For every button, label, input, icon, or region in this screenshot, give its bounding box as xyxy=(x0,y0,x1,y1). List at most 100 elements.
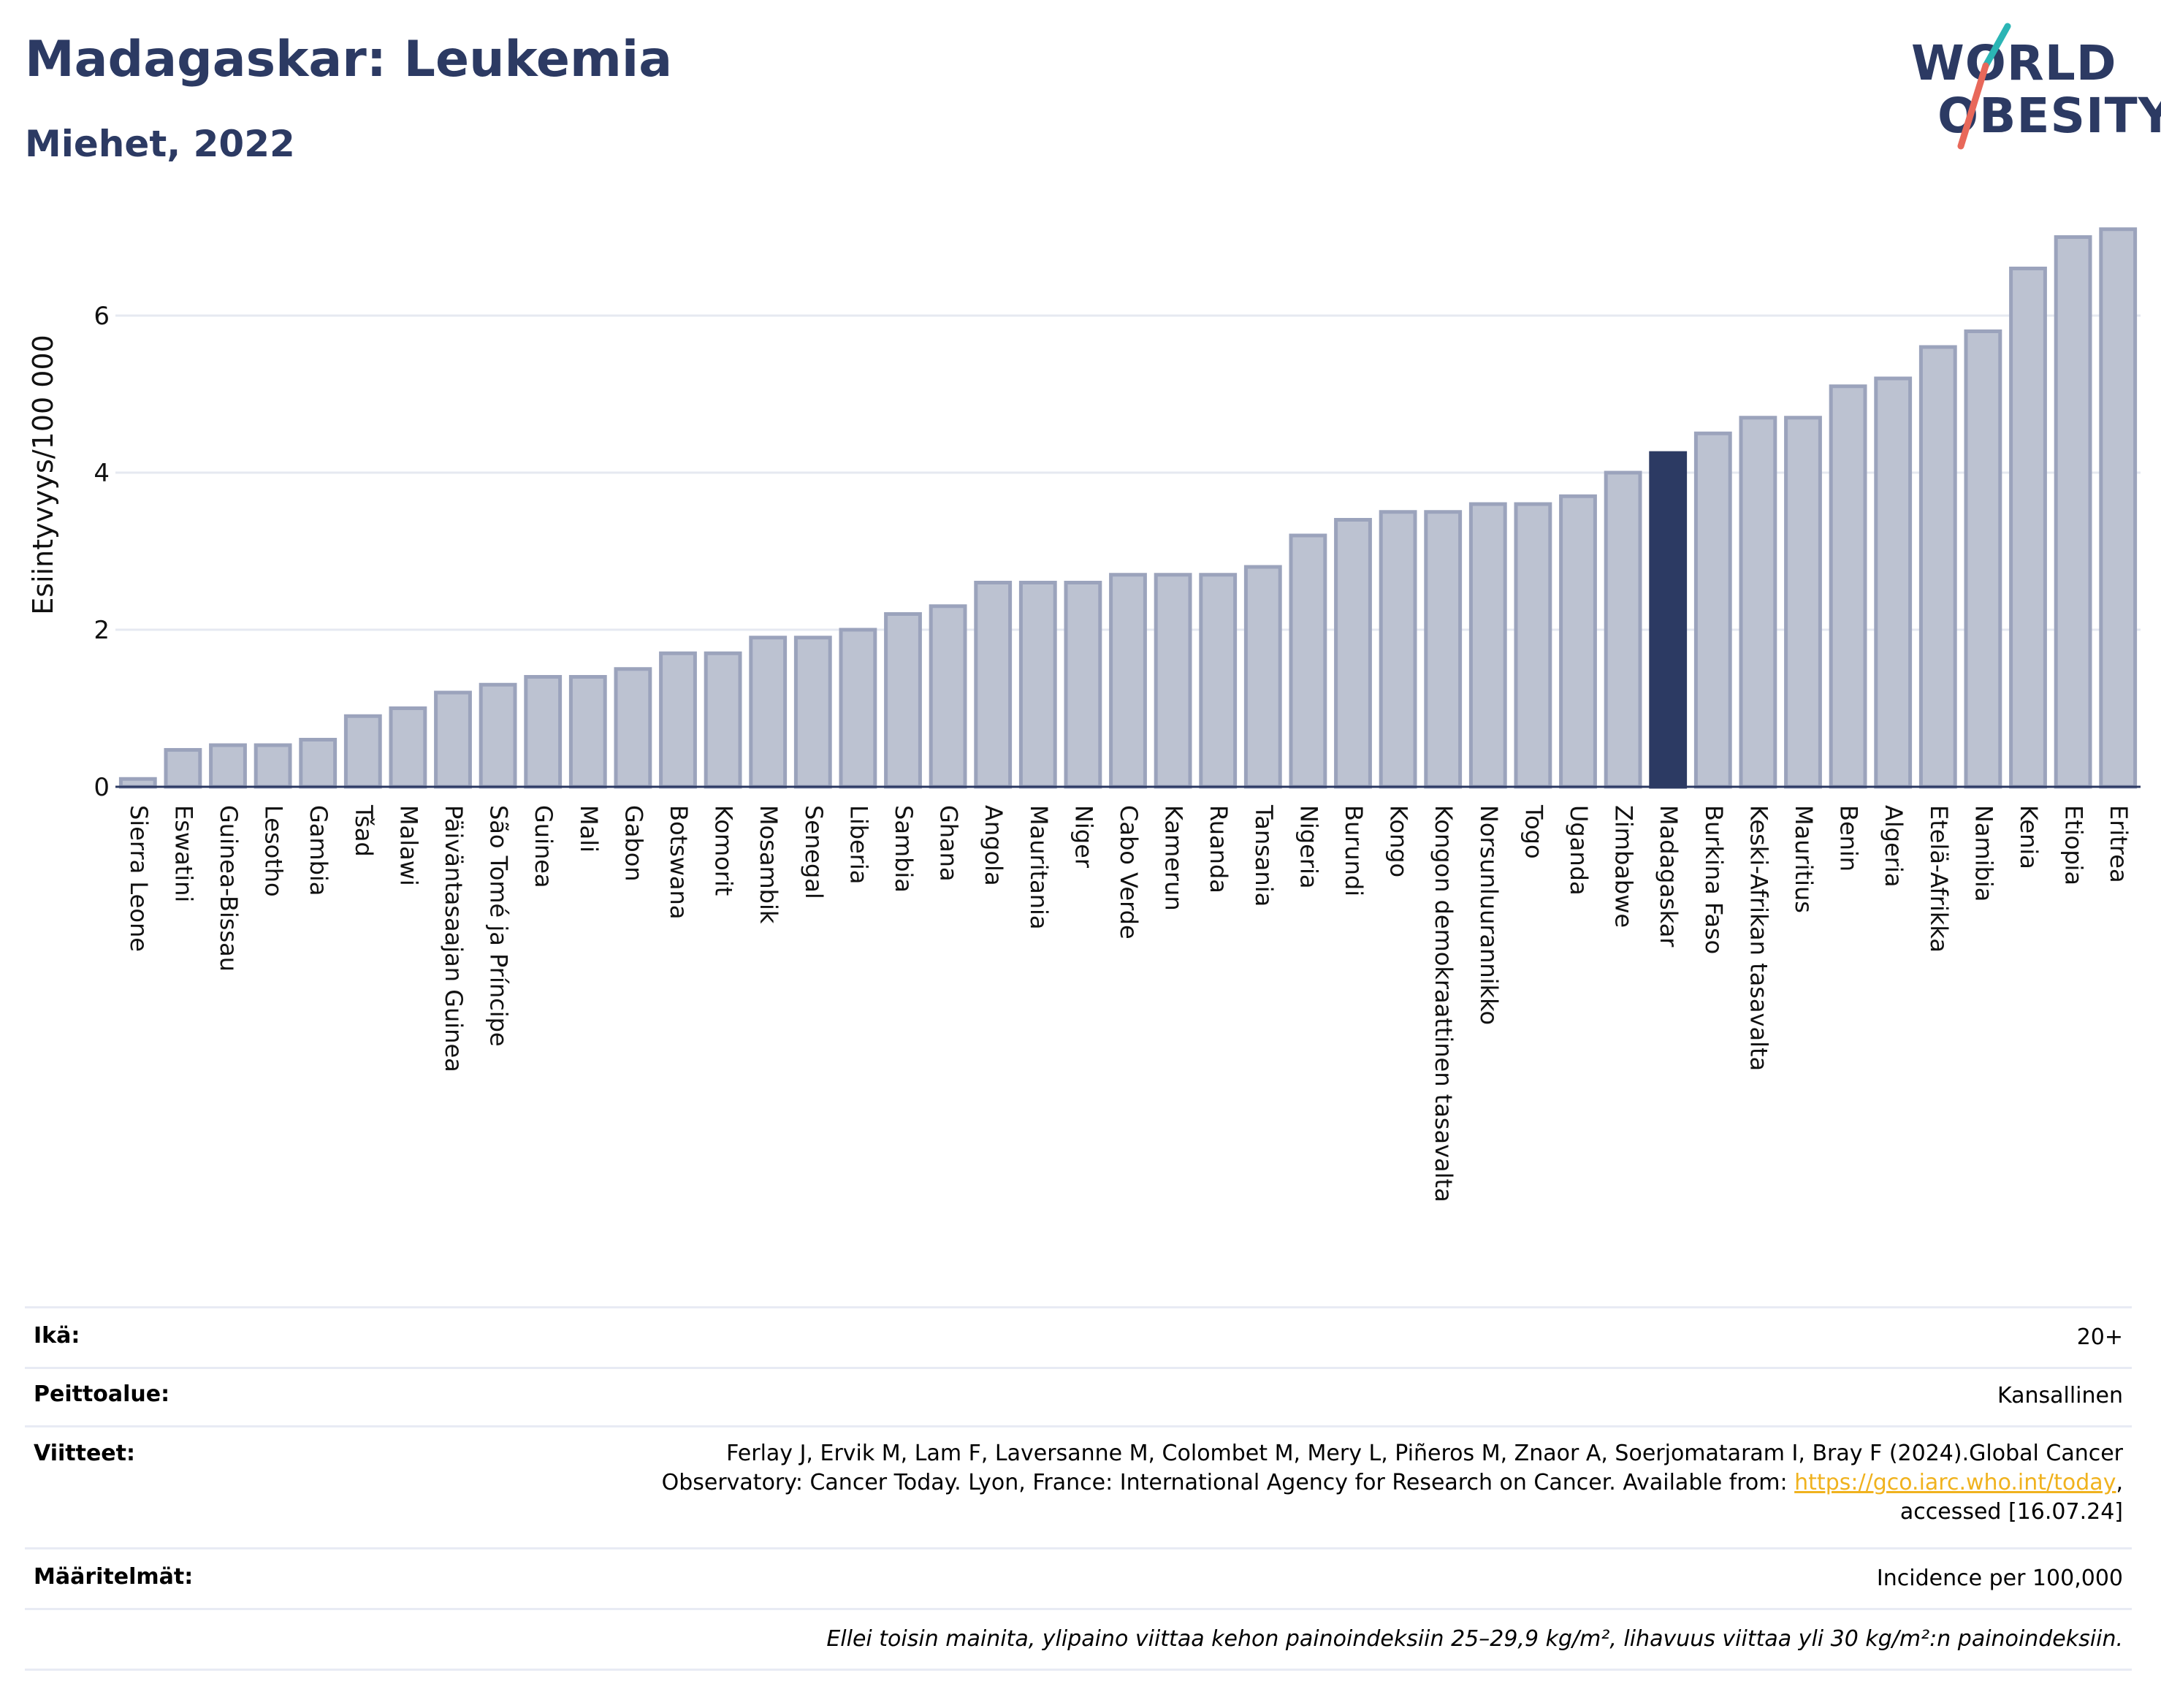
bar-chart: 0 2 4 6 Sierra Leone Eswatini Guinea-Bissau Le… xyxy=(27,227,2141,1202)
x-tick-label: Mali xyxy=(575,805,603,853)
y-axis-ticks: 0 2 4 6 xyxy=(94,302,110,802)
bar-kongo xyxy=(1379,510,1417,789)
x-tick-label: Mosambik xyxy=(755,805,782,924)
bar-guinea xyxy=(524,675,563,789)
detail-row-coverage: Peittoalue: Kansallinen xyxy=(25,1367,2132,1427)
logo-slash-icon xyxy=(1957,23,2011,150)
bar-niger xyxy=(1064,581,1102,789)
bar-burkina-faso xyxy=(1693,431,1732,789)
x-tick-label: Togo xyxy=(1520,804,1547,859)
references-line2-post: , xyxy=(2116,1470,2123,1495)
x-tick-label: Eritrea xyxy=(2105,805,2133,883)
detail-row-definitions: Määritelmät: Incidence per 100,000 xyxy=(25,1549,2132,1610)
x-tick-label: Zimbabwe xyxy=(1610,805,1638,928)
x-tick-label: Namibia xyxy=(1970,805,1997,901)
x-tick-label: Mauritius xyxy=(1790,805,1818,913)
x-tick-label: Keski-Afrikan tasavalta xyxy=(1745,805,1772,1071)
x-tick-label: Senegal xyxy=(800,805,828,899)
references-line1: Ferlay J, Ervik M, Lam F, Laversanne M, … xyxy=(726,1441,2123,1466)
logo-line1: WORLD xyxy=(1911,35,2117,91)
age-label: Ikä: xyxy=(34,1323,80,1349)
references-line2: Observatory: Cancer Today. Lyon, France:… xyxy=(662,1468,2123,1498)
x-tick-label: São Tomé ja Príncipe xyxy=(485,805,513,1047)
x-tick-label: Nigeria xyxy=(1295,805,1322,888)
x-tick-label: Kamerun xyxy=(1160,805,1188,911)
x-tick-label: Burundi xyxy=(1340,805,1368,896)
x-tick-label: Guinea xyxy=(530,805,557,888)
bar-namibia xyxy=(1964,329,2002,789)
y-tick-label: 6 xyxy=(94,302,110,331)
bar-p-iv-ntasaajan-guinea xyxy=(434,690,472,789)
bar-cabo-verde xyxy=(1109,573,1147,789)
bar-komorit xyxy=(704,651,742,789)
bar-mauritania xyxy=(1018,581,1057,789)
x-tick-label: Päiväntasaajan Guinea xyxy=(440,805,468,1072)
x-tick-label: Tšad xyxy=(350,804,378,857)
x-tick-label: Botswana xyxy=(665,805,693,919)
x-tick-label: Mauritania xyxy=(1025,805,1053,929)
bar-botswana xyxy=(659,651,697,789)
x-tick-label: Sierra Leone xyxy=(125,805,153,952)
bar-algeria xyxy=(1874,376,1913,789)
x-tick-label: Tansania xyxy=(1250,804,1278,907)
x-tick-label: Norsunluurannikko xyxy=(1475,805,1503,1025)
bar-ruanda xyxy=(1199,573,1238,789)
bar-madagaskar xyxy=(1649,451,1688,789)
bar-keski-afrikan-tasavalta xyxy=(1739,416,1777,789)
references-label: Viitteet: xyxy=(34,1441,135,1466)
definitions-value: Incidence per 100,000 xyxy=(1876,1566,2123,1591)
bar-uganda xyxy=(1559,494,1597,789)
y-tick-label: 0 xyxy=(94,773,110,802)
x-tick-label: Kongon demokraattinen tasavalta xyxy=(1430,805,1457,1202)
x-tick-label: Benin xyxy=(1835,805,1863,872)
bar-t-ad xyxy=(343,714,382,789)
bar-gambia xyxy=(299,738,338,789)
x-tick-label: Gabon xyxy=(620,805,647,882)
x-tick-label: Kongo xyxy=(1385,805,1413,877)
bar-gabon xyxy=(614,667,652,789)
bar-tansania xyxy=(1243,565,1282,789)
x-tick-label: Gambia xyxy=(305,805,332,896)
detail-row-age: Ikä: 20+ xyxy=(25,1306,2132,1369)
bar-ghana xyxy=(929,604,967,789)
chart-bars xyxy=(118,227,2138,789)
x-tick-label: Guinea-Bissau xyxy=(215,805,243,972)
bar-etiopia xyxy=(2054,235,2092,789)
note-text: Ellei toisin mainita, ylipaino viittaa k… xyxy=(826,1626,2123,1652)
x-tick-label: Algeria xyxy=(1880,805,1907,887)
references-line3: accessed [16.07.24] xyxy=(1899,1499,2123,1525)
bar-lesotho xyxy=(254,743,292,789)
bar-burundi xyxy=(1334,518,1372,789)
bar-liberia xyxy=(839,628,877,789)
bar-nigeria xyxy=(1289,533,1327,789)
age-value: 20+ xyxy=(2076,1324,2123,1350)
bar-mosambik xyxy=(749,636,788,789)
bar-benin xyxy=(1829,384,1867,789)
x-tick-label: Komorit xyxy=(710,805,738,896)
bar-zimbabwe xyxy=(1604,470,1642,789)
x-tick-label: Malawi xyxy=(395,805,422,886)
x-tick-label: Niger xyxy=(1070,805,1097,869)
references-value: Ferlay J, Ervik M, Lam F, Laversanne M, … xyxy=(662,1439,2123,1527)
bar-senegal xyxy=(793,636,832,789)
bar-mali xyxy=(568,675,607,789)
bar-eritrea xyxy=(2099,227,2138,789)
x-tick-label: Uganda xyxy=(1565,805,1593,896)
bar-kenia xyxy=(2009,267,2047,789)
x-axis-labels: Sierra Leone Eswatini Guinea-Bissau Lesotho… xyxy=(125,804,2133,1202)
bar-sambia xyxy=(884,612,922,789)
x-tick-label: Madagaskar xyxy=(1655,805,1682,948)
bar-kamerun xyxy=(1154,573,1192,789)
references-link[interactable]: https://gco.iarc.who.int/today xyxy=(1794,1470,2116,1495)
x-tick-label: Kenia xyxy=(2015,805,2043,869)
coverage-value: Kansallinen xyxy=(1997,1383,2123,1408)
world-obesity-logo: WORLD OBESITY xyxy=(1899,22,2161,153)
x-tick-label: Etiopia xyxy=(2060,805,2088,885)
page-title: Madagaskar: Leukemia xyxy=(25,31,673,88)
bar-sierra-leone xyxy=(118,777,157,789)
bar-etel-afrikka xyxy=(1918,345,1957,789)
bar-angola xyxy=(974,581,1013,789)
detail-row-note: Ellei toisin mainita, ylipaino viittaa k… xyxy=(25,1610,2132,1671)
x-tick-label: Liberia xyxy=(845,805,872,884)
bar-togo xyxy=(1514,502,1552,789)
